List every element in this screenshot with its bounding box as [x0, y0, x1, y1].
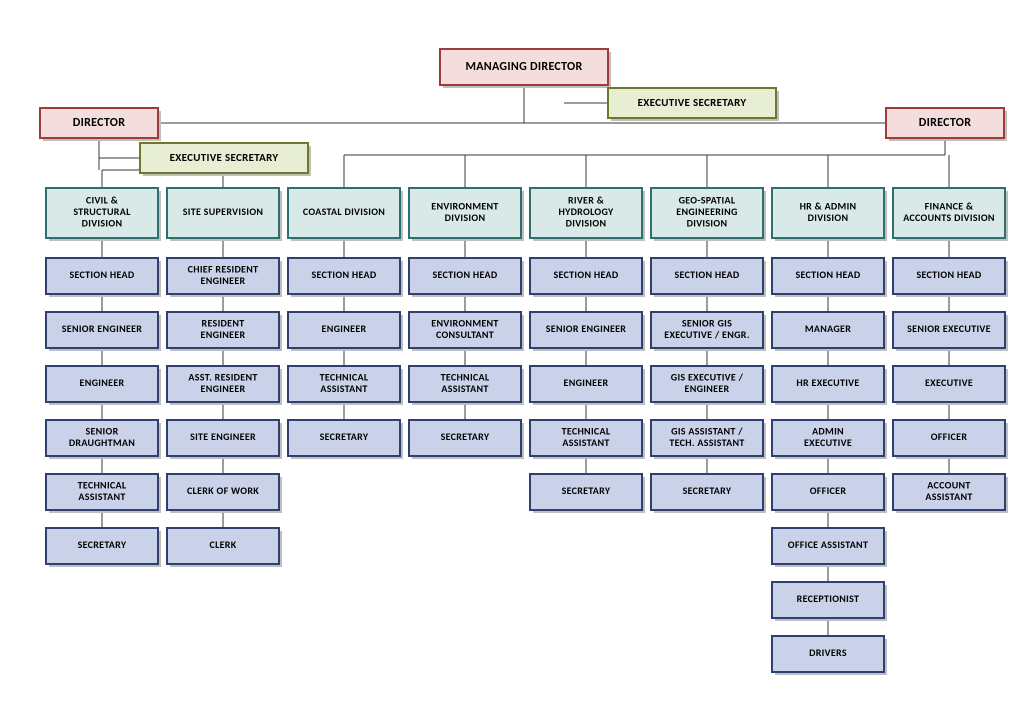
node-label: SENIOR ENGINEER: [62, 322, 143, 335]
node-label: OFFICER: [931, 430, 968, 443]
node-label: MANAGER: [805, 322, 851, 335]
node-label: ENGINEER: [564, 376, 609, 389]
node-label: SECTION HEAD: [674, 268, 739, 281]
node-label: SECTION HEAD: [432, 268, 497, 281]
node-label: ENVIRONMENTCONSULTANT: [431, 317, 498, 342]
node-label: COASTAL DIVISION: [303, 205, 385, 218]
node-label: SECTION HEAD: [311, 268, 376, 281]
node-label: CLERK: [210, 538, 237, 551]
node-label: DRIVERS: [809, 646, 847, 659]
node-label: OFFICER: [810, 484, 847, 497]
node-label: EXECUTIVE: [925, 376, 973, 389]
node-label: HR & ADMINDIVISION: [800, 200, 857, 225]
node-label: SECTION HEAD: [553, 268, 618, 281]
node-label: SECTION HEAD: [795, 268, 860, 281]
node-label: SECTION HEAD: [916, 268, 981, 281]
node-label: EXECUTIVE SECRETARY: [638, 96, 747, 109]
node-label: RESIDENTENGINEER: [201, 317, 246, 342]
org-chart: MANAGING DIRECTOR EXECUTIVE SECRETARY DIRE…: [0, 0, 1036, 720]
node-label: DIRECTOR: [919, 116, 972, 130]
node-label: SECRETARY: [320, 430, 369, 443]
node-label: SECRETARY: [683, 484, 732, 497]
node-label: SECRETARY: [78, 538, 127, 551]
node-label: SITE ENGINEER: [190, 430, 256, 443]
node-label: GIS ASSISTANT /TECH. ASSISTANT: [669, 425, 744, 450]
node-label: SECTION HEAD: [69, 268, 134, 281]
node-label: RECEPTIONIST: [797, 592, 860, 605]
node-label: TECHNICALASSISTANT: [320, 371, 369, 396]
node-label: SENIOR EXECUTIVE: [907, 322, 991, 335]
node-label: SENIOR ENGINEER: [546, 322, 627, 335]
node-label: TECHNICALASSISTANT: [562, 425, 611, 450]
node-label: TECHNICALASSISTANT: [441, 371, 490, 396]
node-label: ENGINEER: [80, 376, 125, 389]
node-label: EXECUTIVE SECRETARY: [170, 151, 279, 164]
node-label: ENGINEER: [322, 322, 367, 335]
node-label: SECRETARY: [441, 430, 490, 443]
node-label: SECRETARY: [562, 484, 611, 497]
node-label: HR EXECUTIVE: [796, 376, 859, 389]
node-label: DIRECTOR: [73, 116, 126, 130]
node-label: MANAGING DIRECTOR: [465, 60, 582, 74]
node-label: CLERK OF WORK: [187, 484, 259, 497]
node-label: SITE SUPERVISION: [183, 205, 264, 218]
node-label: ACCOUNTASSISTANT: [925, 479, 972, 504]
node-label: TECHNICALASSISTANT: [78, 479, 127, 504]
node-label: OFFICE ASSISTANT: [788, 538, 868, 551]
